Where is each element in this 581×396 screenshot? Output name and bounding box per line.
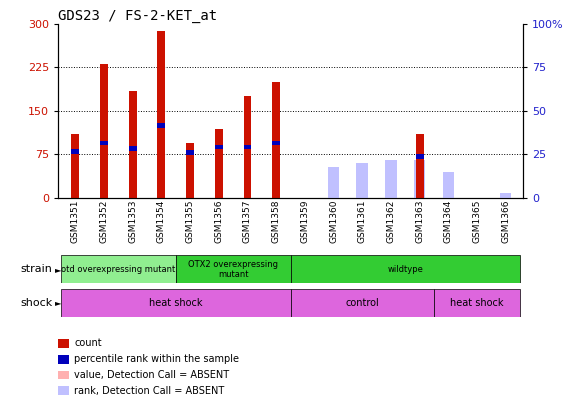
Bar [129,146,137,151]
Bar [272,141,280,145]
Text: wildtype: wildtype [388,265,423,274]
Text: rank, Detection Call = ABSENT: rank, Detection Call = ABSENT [74,386,225,396]
Text: strain: strain [20,264,52,274]
Bar [215,129,223,198]
Text: control: control [345,298,379,308]
Text: GDS23 / FS-2-KET_at: GDS23 / FS-2-KET_at [58,9,217,23]
Bar [129,91,137,198]
Bar [328,170,339,198]
Bar [385,163,397,198]
Bar [328,167,339,198]
Bar [71,134,79,198]
Bar [500,193,511,198]
Bar [272,82,280,198]
Text: OTX2 overexpressing
mutant: OTX2 overexpressing mutant [188,260,278,279]
Text: otd overexpressing mutant: otd overexpressing mutant [61,265,175,274]
Bar [175,255,290,283]
Bar [357,163,368,198]
Text: heat shock: heat shock [450,298,504,308]
Bar [100,65,108,198]
Bar [290,289,434,317]
Bar [186,150,194,155]
Text: count: count [74,338,102,348]
Bar [157,123,166,128]
Bar [290,255,520,283]
Bar [357,163,368,198]
Text: ►: ► [55,265,62,274]
Text: ►: ► [55,299,62,307]
Bar [443,172,454,198]
Bar [443,175,454,198]
Text: value, Detection Call = ABSENT: value, Detection Call = ABSENT [74,370,229,380]
Bar [61,255,175,283]
Text: shock: shock [20,298,52,308]
Bar [71,149,79,154]
Bar [434,289,520,317]
Bar [61,289,290,317]
Bar [157,31,166,198]
Text: percentile rank within the sample: percentile rank within the sample [74,354,239,364]
Bar [385,160,397,198]
Bar [243,145,252,149]
Bar [186,143,194,198]
Bar [243,96,252,198]
Bar [100,141,108,145]
Bar [414,160,425,198]
Bar [215,145,223,149]
Bar [415,154,424,158]
Bar [415,134,424,198]
Text: heat shock: heat shock [149,298,203,308]
